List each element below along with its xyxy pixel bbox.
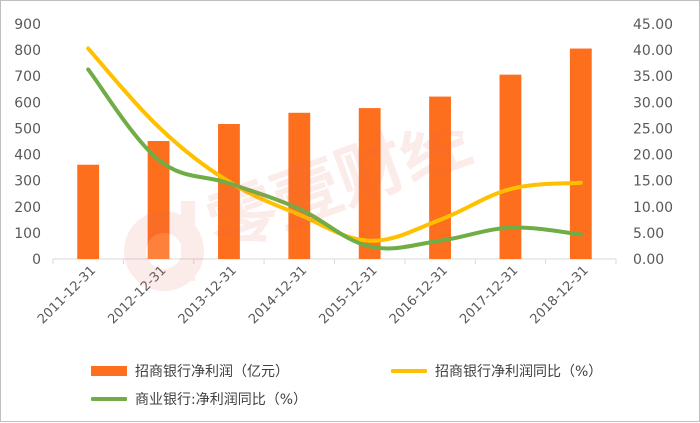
y-right-tick-label: 20.00 — [633, 148, 673, 164]
legend-swatch-line — [391, 369, 427, 373]
series-line — [86, 67, 583, 251]
y-left-tick-label: 500 — [14, 121, 41, 137]
y-right-tick-label: 0.00 — [633, 252, 664, 268]
legend-item-cmb-yoy: 招商银行净利润同比（%） — [391, 361, 602, 381]
chart-axes — [52, 258, 617, 264]
chart-legend: 招商银行净利润（亿元） 招商银行净利润同比（%） 商业银行:净利润同比（%） — [91, 353, 651, 413]
bar — [569, 48, 592, 259]
legend-swatch-line — [91, 397, 127, 401]
legend-label: 招商银行净利润（亿元） — [135, 364, 289, 380]
bar — [288, 112, 311, 260]
y-right-tick-label: 40.00 — [633, 43, 673, 59]
x-tick-label: 2017-12-31 — [457, 263, 521, 327]
bar — [147, 140, 170, 259]
x-tick-label: 2015-12-31 — [316, 263, 380, 327]
x-tick-label: 2012-12-31 — [105, 263, 169, 327]
legend-label: 招商银行净利润同比（%） — [435, 364, 603, 380]
y-right-tick-label: 25.00 — [633, 121, 673, 137]
legend-swatch-bar — [91, 366, 127, 376]
y-right-tick-label: 30.00 — [633, 95, 673, 111]
bar-series — [77, 48, 592, 260]
y-right-tick-label: 15.00 — [633, 174, 673, 190]
x-tick-label: 2013-12-31 — [176, 263, 240, 327]
bar — [499, 74, 522, 260]
y-right-tick-label: 10.00 — [633, 200, 673, 216]
y-left-tick-label: 300 — [14, 174, 41, 190]
y-left-tick-label: 700 — [14, 69, 41, 85]
y-left-tick-label: 900 — [14, 17, 41, 33]
legend-item-net-profit: 招商银行净利润（亿元） — [91, 361, 289, 381]
legend-item-industry-yoy: 商业银行:净利润同比（%） — [91, 389, 307, 409]
legend-label: 商业银行:净利润同比（%） — [135, 392, 308, 408]
x-tick-label: 2014-12-31 — [246, 263, 310, 327]
bar — [358, 108, 381, 259]
y-left-tick-label: 800 — [14, 43, 41, 59]
y-left-tick-label: 200 — [14, 200, 41, 216]
y-right-tick-label: 5.00 — [633, 226, 664, 242]
bar — [77, 164, 100, 259]
bar — [218, 124, 240, 259]
y-left-tick-label: 400 — [14, 148, 41, 164]
y-right-tick-label: 45.00 — [633, 17, 673, 33]
x-tick-label: 2011-12-31 — [35, 263, 99, 327]
y-left-tick-label: 0 — [32, 252, 41, 268]
y-left-tick-label: 100 — [14, 226, 41, 242]
line-series — [86, 46, 583, 251]
y-right-tick-label: 35.00 — [633, 69, 673, 85]
x-tick-label: 2016-12-31 — [387, 263, 451, 327]
bar — [429, 96, 451, 259]
x-tick-label: 2018-12-31 — [528, 263, 592, 327]
series-line — [86, 46, 583, 243]
y-left-tick-label: 600 — [14, 95, 41, 111]
